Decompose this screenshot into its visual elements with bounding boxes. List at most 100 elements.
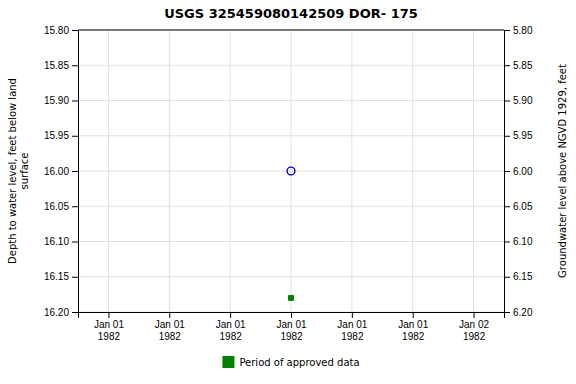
tick: 16.00	[44, 166, 78, 177]
tick-mark	[504, 242, 510, 243]
tick: Jan 011982	[94, 312, 124, 342]
tick-label: 15.95	[44, 130, 69, 141]
tick-label: 5.90	[513, 95, 533, 106]
point	[289, 295, 294, 300]
chart: Jan 011982 Jan 011982 Jan 011982 Jan 011982…	[0, 0, 576, 384]
tick: 16.20	[44, 307, 78, 318]
tick: 5.90	[504, 95, 533, 106]
tick-mark	[72, 171, 78, 172]
tick-mark	[72, 312, 78, 313]
legend-label: Period of approved data	[239, 357, 359, 368]
grid-line	[78, 30, 504, 31]
tick-mark	[504, 277, 510, 278]
tick-label: 6.05	[513, 201, 533, 212]
point	[287, 167, 295, 175]
tick-label: 6.00	[513, 166, 533, 177]
tick-label: Jan 011982	[337, 319, 367, 342]
marks	[287, 167, 295, 300]
tick: Jan 011982	[155, 312, 185, 342]
tick-mark	[504, 171, 510, 172]
tick-label: 16.15	[44, 271, 69, 282]
tick-mark	[504, 206, 510, 207]
tick: 16.10	[44, 236, 78, 247]
grid	[78, 30, 504, 312]
tick-label: Jan 011982	[94, 319, 124, 342]
tick: Jan 021982	[459, 312, 489, 342]
tick: 6.20	[504, 307, 533, 318]
tick-mark	[72, 30, 78, 31]
tick-label: Jan 011982	[216, 319, 246, 342]
tick-mark	[108, 312, 109, 318]
tick: Jan 011982	[276, 312, 306, 342]
plot: Jan 011982 Jan 011982 Jan 011982 Jan 011982…	[7, 25, 568, 342]
tick-mark	[230, 312, 231, 318]
title: USGS 325459080142509 DOR- 175	[164, 6, 418, 21]
axis-title: Depth to water level, feet below landsur…	[7, 78, 30, 264]
y2-axis: 6.20 6.15 6.10 6.05 6.00 5.95 5.90 5.85 5.80	[504, 25, 533, 318]
tick: 6.15	[504, 271, 533, 282]
grid-line	[412, 30, 413, 312]
tick-label: 16.05	[44, 201, 69, 212]
tick-mark	[504, 136, 510, 137]
tick: Jan 011982	[216, 312, 246, 342]
axis-title: Groundwater level above NGVD 1929, feet	[557, 64, 568, 278]
tick-label: 15.90	[44, 95, 69, 106]
tick-mark	[504, 30, 510, 31]
tick: 15.95	[44, 130, 78, 141]
tick-mark	[72, 65, 78, 66]
tick-mark	[504, 312, 510, 313]
grid-line	[169, 30, 170, 312]
tick-label: Jan 021982	[459, 319, 489, 342]
tick: 6.10	[504, 236, 533, 247]
axis-line	[79, 313, 505, 319]
tick: 5.85	[504, 60, 533, 71]
tick-label: Jan 011982	[276, 319, 306, 342]
tick: Jan 011982	[337, 312, 367, 342]
tick-mark	[72, 136, 78, 137]
tick-mark	[72, 206, 78, 207]
x-axis: Jan 011982 Jan 011982 Jan 011982 Jan 011982…	[79, 312, 505, 342]
tick: 16.15	[44, 271, 78, 282]
tick: 6.00	[504, 166, 533, 177]
tick-label: 5.80	[513, 25, 533, 36]
grid-line	[291, 30, 292, 312]
tick-mark	[72, 277, 78, 278]
tick: 5.95	[504, 130, 533, 141]
tick-mark	[413, 312, 414, 318]
tick-mark	[474, 312, 475, 318]
tick: 15.80	[44, 25, 78, 36]
tick: Jan 011982	[398, 312, 428, 342]
series	[289, 295, 294, 300]
tick: 6.05	[504, 201, 533, 212]
tick-mark	[169, 312, 170, 318]
tick-mark	[504, 101, 510, 102]
axis-line	[72, 31, 79, 313]
legend-item: Period of approved data	[222, 356, 359, 368]
tick-mark	[504, 65, 510, 66]
grid-line	[108, 30, 109, 312]
tick-label: 16.00	[44, 166, 69, 177]
tick-label: 15.85	[44, 60, 69, 71]
tick-label: 16.20	[44, 307, 69, 318]
tick: 15.85	[44, 60, 78, 71]
tick-mark	[352, 312, 353, 318]
grid-line	[230, 30, 231, 312]
legend: Period of approved data	[222, 356, 359, 368]
frame-line	[78, 30, 504, 31]
y-axis: 15.80 15.85 15.90 15.95 16.00 16.05 16.10 16.15…	[44, 25, 79, 318]
axis-line	[505, 31, 511, 313]
tick-label: 5.85	[513, 60, 533, 71]
tick-label: Jan 011982	[398, 319, 428, 342]
tick-label: 6.10	[513, 236, 533, 247]
tick-label: Jan 011982	[155, 319, 185, 342]
tick-mark	[72, 101, 78, 102]
tick-mark	[291, 312, 292, 318]
tick-label: 15.80	[44, 25, 69, 36]
series	[287, 167, 295, 175]
tick: 5.80	[504, 25, 533, 36]
tick-label: 5.95	[513, 130, 533, 141]
tick-label: 6.15	[513, 271, 533, 282]
tick: 15.90	[44, 95, 78, 106]
grid-line	[351, 30, 352, 312]
tick: 16.05	[44, 201, 78, 212]
